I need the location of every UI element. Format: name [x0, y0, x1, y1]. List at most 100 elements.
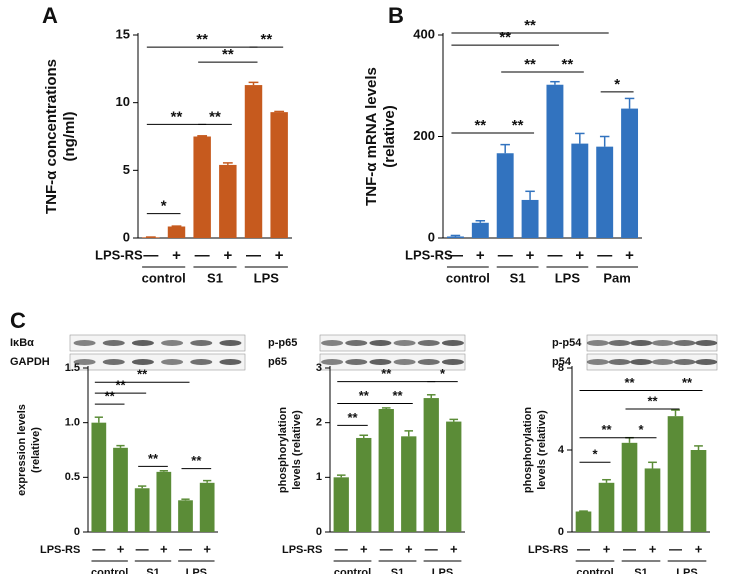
group-label: S1: [634, 567, 647, 574]
panel-letter: C: [10, 308, 26, 333]
blot-band: [393, 359, 416, 365]
blot-band: [586, 359, 609, 365]
bar: [471, 222, 489, 238]
bar: [521, 199, 539, 238]
significance-label: **: [524, 56, 536, 73]
blot-band: [630, 359, 653, 365]
group-label: LPS: [254, 270, 280, 285]
bar: [596, 146, 614, 238]
y-axis-label: (relative): [381, 105, 398, 168]
x-tick-label: +: [203, 541, 211, 556]
bar: [423, 398, 439, 532]
significance-label: **: [512, 117, 524, 134]
blot-band: [630, 340, 653, 346]
y-tick-label: 1.0: [65, 417, 80, 429]
y-axis-label: TNF-α mRNA levels: [363, 67, 380, 206]
blot-frame: [319, 353, 466, 371]
blot-band: [417, 340, 440, 346]
blot-band: [608, 359, 631, 365]
y-tick-label: 10: [116, 94, 130, 109]
bar: [167, 226, 186, 238]
blot-band: [673, 340, 696, 346]
significance-label: **: [474, 117, 486, 134]
blot-label: p54: [552, 356, 572, 368]
significance-label: **: [171, 108, 183, 125]
significance-label: **: [359, 388, 370, 403]
x-tick-label: —: [577, 541, 590, 556]
blot-band: [417, 359, 440, 365]
significance-label: **: [624, 375, 635, 390]
significance-label: **: [105, 389, 116, 404]
x-tick-label: —: [335, 541, 348, 556]
significance-label: **: [148, 451, 159, 466]
significance-label: **: [347, 410, 358, 425]
x-tick-label: —: [195, 247, 210, 264]
group-label: control: [142, 270, 186, 285]
y-tick-label: 0: [123, 229, 130, 244]
y-axis-label: TNF-α concentrations: [43, 59, 60, 214]
bar: [446, 421, 462, 532]
x-tick-label: +: [603, 541, 611, 556]
significance-label: *: [440, 366, 446, 381]
group-label: control: [334, 567, 371, 574]
group-label: Pam: [603, 270, 630, 285]
x-tick-label: —: [448, 247, 463, 264]
blot-band: [695, 359, 718, 365]
blot-band: [673, 359, 696, 365]
group-label: control: [446, 270, 490, 285]
blot-frame: [319, 334, 466, 352]
significance-label: **: [137, 367, 148, 382]
y-tick-label: 0.5: [65, 471, 80, 483]
x-tick-label: —: [143, 247, 158, 264]
blot-band: [321, 340, 344, 346]
significance-label: **: [209, 108, 221, 125]
blot-band: [651, 359, 674, 365]
x-tick-label: +: [223, 247, 232, 264]
bar: [571, 143, 589, 238]
x-tick-label: +: [172, 247, 181, 264]
x-tick-label: —: [498, 247, 513, 264]
y-tick-label: 0: [74, 526, 80, 538]
bar: [219, 164, 237, 238]
x-tick-label: —: [669, 541, 682, 556]
significance-label: *: [614, 76, 620, 93]
bar: [546, 84, 564, 238]
bar: [598, 482, 615, 532]
significance-label: **: [191, 453, 202, 468]
x-tick-label: +: [625, 247, 634, 264]
y-axis-label: phosphorylation: [522, 407, 534, 493]
blot-band: [441, 359, 464, 365]
blot-label: p-p65: [268, 337, 297, 349]
group-label: S1: [510, 270, 526, 285]
blot-band: [131, 359, 154, 365]
significance-label: **: [499, 29, 511, 46]
significance-label: **: [115, 378, 126, 393]
row-label: LPS-RS: [40, 544, 80, 556]
y-tick-label: 1.5: [65, 362, 80, 374]
blot-band: [161, 340, 184, 346]
significance-label: **: [524, 17, 536, 34]
blot-band: [73, 359, 96, 365]
bar: [199, 482, 215, 532]
group-label: LPS: [555, 270, 581, 285]
group-label: LPS: [676, 567, 697, 574]
y-tick-label: 8: [558, 362, 564, 374]
significance-label: *: [161, 198, 167, 215]
bar: [91, 422, 107, 532]
y-tick-label: 0: [558, 526, 564, 538]
blot-label: p65: [268, 356, 287, 368]
bar: [401, 436, 417, 532]
bar: [667, 416, 684, 532]
y-tick-label: 15: [116, 26, 130, 41]
blot-band: [369, 340, 392, 346]
x-tick-label: +: [526, 247, 535, 264]
group-label: LPS: [186, 567, 207, 574]
x-tick-label: +: [117, 541, 125, 556]
blot-band: [393, 340, 416, 346]
significance-label: **: [196, 31, 208, 48]
blot-band: [345, 340, 368, 346]
bar: [244, 85, 263, 238]
x-tick-label: —: [380, 541, 393, 556]
bar: [156, 471, 172, 532]
y-tick-label: 4: [558, 444, 565, 456]
